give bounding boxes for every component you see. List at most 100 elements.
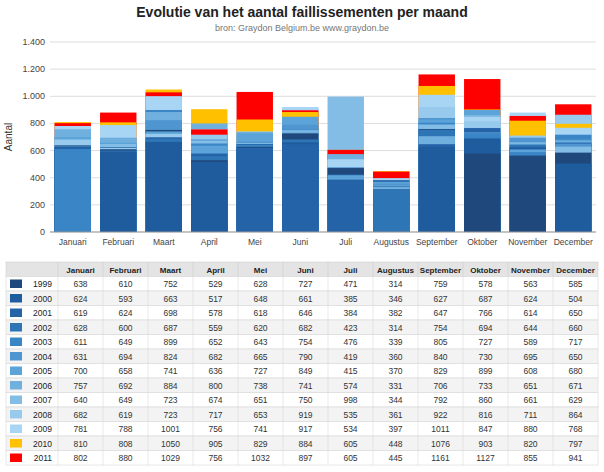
table-border — [58, 306, 59, 321]
table-cell: 680 — [568, 366, 582, 376]
table-cell: 717 — [208, 410, 222, 420]
bar — [555, 141, 591, 232]
bar — [55, 123, 91, 232]
table-border — [283, 422, 284, 437]
table-cell: 897 — [298, 453, 312, 463]
table-row — [6, 291, 598, 306]
bar — [464, 133, 500, 232]
legend-swatch — [10, 367, 22, 376]
table-border — [328, 378, 329, 393]
x-tick-label: September — [416, 237, 458, 247]
bar — [555, 144, 591, 232]
table-border — [148, 262, 149, 277]
table-border — [418, 291, 419, 306]
table-cell: 650 — [568, 308, 582, 318]
table-cell: 578 — [478, 279, 492, 289]
bar — [282, 112, 318, 232]
bar — [237, 148, 273, 232]
bar — [146, 112, 182, 232]
table-cell: 370 — [388, 366, 402, 376]
table-border — [103, 436, 104, 451]
table-border — [373, 335, 374, 350]
table-cell: 797 — [568, 439, 582, 449]
bar — [282, 139, 318, 232]
table-cell: 649 — [118, 337, 132, 347]
table-border — [508, 393, 509, 408]
bar — [55, 126, 91, 232]
bar — [419, 95, 455, 232]
table-cell: 884 — [163, 381, 177, 391]
table-cell: 698 — [163, 308, 177, 318]
table-cell: 756 — [208, 424, 222, 434]
table-cell: 619 — [73, 308, 87, 318]
table-border — [103, 320, 104, 335]
table-border — [508, 364, 509, 379]
legend-swatch — [10, 294, 22, 303]
bar — [191, 146, 227, 232]
bar — [191, 129, 227, 232]
table-border — [508, 422, 509, 437]
bar — [55, 149, 91, 232]
table-border — [193, 262, 194, 277]
table-cell: 643 — [253, 337, 267, 347]
table-row — [6, 335, 598, 350]
table-cell: 849 — [298, 366, 312, 376]
table-cell: 738 — [253, 381, 267, 391]
table-border — [373, 407, 374, 422]
table-cell: 820 — [523, 439, 537, 449]
bar — [464, 110, 500, 232]
bar — [237, 147, 273, 232]
legend-label: 2001 — [33, 308, 52, 318]
bar — [237, 119, 273, 232]
table-border — [148, 306, 149, 321]
table-border — [373, 364, 374, 379]
legend-swatch — [10, 439, 22, 448]
table-cell: 665 — [253, 352, 267, 362]
table-cell: 629 — [568, 395, 582, 405]
bar — [464, 109, 500, 232]
bar — [555, 142, 591, 232]
bar — [555, 144, 591, 232]
table-border — [508, 291, 509, 306]
table-border — [508, 320, 509, 335]
bar — [237, 145, 273, 232]
table-row — [6, 407, 598, 422]
table-border — [148, 422, 149, 437]
bar — [282, 117, 318, 232]
bar — [419, 129, 455, 232]
table-border — [148, 277, 149, 292]
table-cell: 884 — [298, 439, 312, 449]
table-cell: 529 — [208, 279, 222, 289]
table-cell: 741 — [298, 381, 312, 391]
table-cell: 899 — [163, 337, 177, 347]
table-border — [463, 320, 464, 335]
table-border — [373, 277, 374, 292]
bar — [237, 131, 273, 232]
legend-label: 2000 — [33, 294, 52, 304]
table-cell: 687 — [163, 323, 177, 333]
grid-line — [50, 96, 596, 97]
table-cell: 1029 — [161, 453, 180, 463]
bar — [328, 175, 364, 232]
bar — [191, 123, 227, 232]
bar — [419, 125, 455, 232]
x-tick-label: December — [554, 237, 593, 247]
bar — [146, 134, 182, 232]
table-border — [283, 407, 284, 422]
table-header-cell: December — [556, 266, 595, 275]
bar — [146, 142, 182, 232]
table-border — [463, 407, 464, 422]
table-cell: 792 — [433, 395, 447, 405]
table-border — [463, 306, 464, 321]
bar — [464, 133, 500, 232]
table-cell: 640 — [73, 395, 87, 405]
table-border — [283, 451, 284, 466]
y-tick-label: 1.400 — [22, 37, 45, 47]
table-cell: 384 — [343, 308, 357, 318]
bar — [55, 145, 91, 232]
bar — [419, 130, 455, 232]
table-cell: 1076 — [431, 439, 450, 449]
table-border — [103, 291, 104, 306]
table-border — [58, 422, 59, 437]
table-cell: 723 — [163, 395, 177, 405]
